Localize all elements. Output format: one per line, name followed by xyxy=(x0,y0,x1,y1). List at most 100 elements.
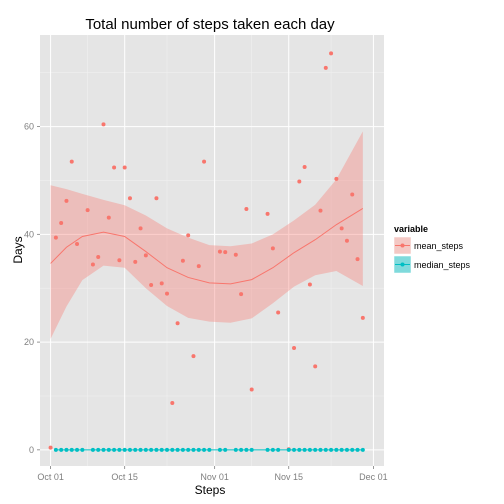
point-median-steps xyxy=(202,447,207,452)
point-median-steps xyxy=(159,447,164,452)
legend-key-dot-median-steps xyxy=(400,262,405,267)
point-mean-steps xyxy=(318,208,323,213)
point-median-steps xyxy=(313,447,318,452)
point-mean-steps xyxy=(149,282,154,287)
point-mean-steps xyxy=(302,164,307,169)
point-mean-steps xyxy=(239,292,244,297)
point-median-steps xyxy=(75,447,80,452)
y-tick-label: 60 xyxy=(24,122,34,132)
point-mean-steps xyxy=(48,445,53,450)
y-tick-label: 0 xyxy=(29,445,34,455)
point-median-steps xyxy=(90,447,95,452)
point-median-steps xyxy=(96,447,101,452)
point-median-steps xyxy=(244,447,249,452)
legend-label-median-steps: median_steps xyxy=(414,260,471,270)
point-median-steps xyxy=(165,447,170,452)
point-mean-steps xyxy=(292,346,297,351)
legend-key-dot-mean-steps xyxy=(400,243,405,248)
point-median-steps xyxy=(329,447,334,452)
point-median-steps xyxy=(143,447,148,452)
legend-title: variable xyxy=(394,224,428,234)
point-mean-steps xyxy=(69,159,74,164)
point-mean-steps xyxy=(53,235,58,240)
point-median-steps xyxy=(117,447,122,452)
point-median-steps xyxy=(180,447,185,452)
point-median-steps xyxy=(122,447,127,452)
x-tick-label: Nov 15 xyxy=(274,472,303,482)
point-median-steps xyxy=(186,447,191,452)
x-tick-label: Nov 01 xyxy=(200,472,229,482)
point-mean-steps xyxy=(170,400,175,405)
point-median-steps xyxy=(191,447,196,452)
legend-label-mean-steps: mean_steps xyxy=(414,241,464,251)
point-median-steps xyxy=(170,447,175,452)
point-median-steps xyxy=(292,447,297,452)
point-mean-steps xyxy=(122,165,127,170)
point-median-steps xyxy=(323,447,328,452)
x-axis-title: Steps xyxy=(195,483,226,497)
point-median-steps xyxy=(350,447,355,452)
point-mean-steps xyxy=(175,321,180,326)
point-median-steps xyxy=(154,447,159,452)
point-median-steps xyxy=(265,447,270,452)
point-median-steps xyxy=(196,447,201,452)
point-mean-steps xyxy=(244,207,249,212)
point-median-steps xyxy=(339,447,344,452)
point-mean-steps xyxy=(127,196,132,201)
point-mean-steps xyxy=(350,192,355,197)
point-mean-steps xyxy=(323,65,328,70)
legend-item-mean-steps: mean_steps xyxy=(393,236,464,255)
point-mean-steps xyxy=(202,159,207,164)
point-mean-steps xyxy=(133,259,138,264)
x-axis-ticks: Oct 01 Oct 15 Nov 01 Nov 15 Dec 01 xyxy=(37,466,388,482)
point-mean-steps xyxy=(85,208,90,213)
plot-panel xyxy=(40,35,384,466)
point-median-steps xyxy=(217,447,222,452)
x-tick-label: Oct 01 xyxy=(37,472,64,482)
point-mean-steps xyxy=(101,122,106,127)
x-tick-label: Oct 15 xyxy=(111,472,138,482)
point-median-steps xyxy=(149,447,154,452)
point-mean-steps xyxy=(186,233,191,238)
point-median-steps xyxy=(307,447,312,452)
point-median-steps xyxy=(239,447,244,452)
legend-item-median-steps: median_steps xyxy=(393,255,471,274)
point-median-steps xyxy=(249,447,254,452)
point-median-steps xyxy=(297,447,302,452)
point-mean-steps xyxy=(96,254,101,259)
point-mean-steps xyxy=(360,315,365,320)
y-tick-label: 40 xyxy=(24,229,34,239)
point-median-steps xyxy=(344,447,349,452)
point-median-steps xyxy=(276,447,281,452)
point-median-steps xyxy=(175,447,180,452)
point-median-steps xyxy=(318,447,323,452)
confidence-band-area xyxy=(50,131,363,339)
point-median-steps xyxy=(233,447,238,452)
point-mean-steps xyxy=(106,215,111,220)
point-mean-steps xyxy=(143,253,148,258)
point-median-steps xyxy=(101,447,106,452)
point-mean-steps xyxy=(64,198,69,203)
point-median-steps xyxy=(360,447,365,452)
point-median-steps xyxy=(112,447,117,452)
point-mean-steps xyxy=(334,176,339,181)
point-median-steps xyxy=(133,447,138,452)
y-tick-label: 20 xyxy=(24,337,34,347)
point-mean-steps xyxy=(355,257,360,262)
y-axis-title: Days xyxy=(11,236,25,263)
data-points xyxy=(48,51,365,452)
point-mean-steps xyxy=(233,252,238,257)
chart-title: Total number of steps taken each day xyxy=(85,16,335,33)
point-mean-steps xyxy=(329,51,334,56)
point-mean-steps xyxy=(112,165,117,170)
point-median-steps xyxy=(223,447,228,452)
smooth-line-mean-steps xyxy=(50,208,364,285)
point-mean-steps xyxy=(154,196,159,201)
point-median-steps xyxy=(334,447,339,452)
point-mean-steps xyxy=(180,258,185,263)
point-mean-steps xyxy=(90,262,95,267)
point-mean-steps xyxy=(138,226,143,231)
point-median-steps xyxy=(270,447,275,452)
point-median-steps xyxy=(286,447,291,452)
